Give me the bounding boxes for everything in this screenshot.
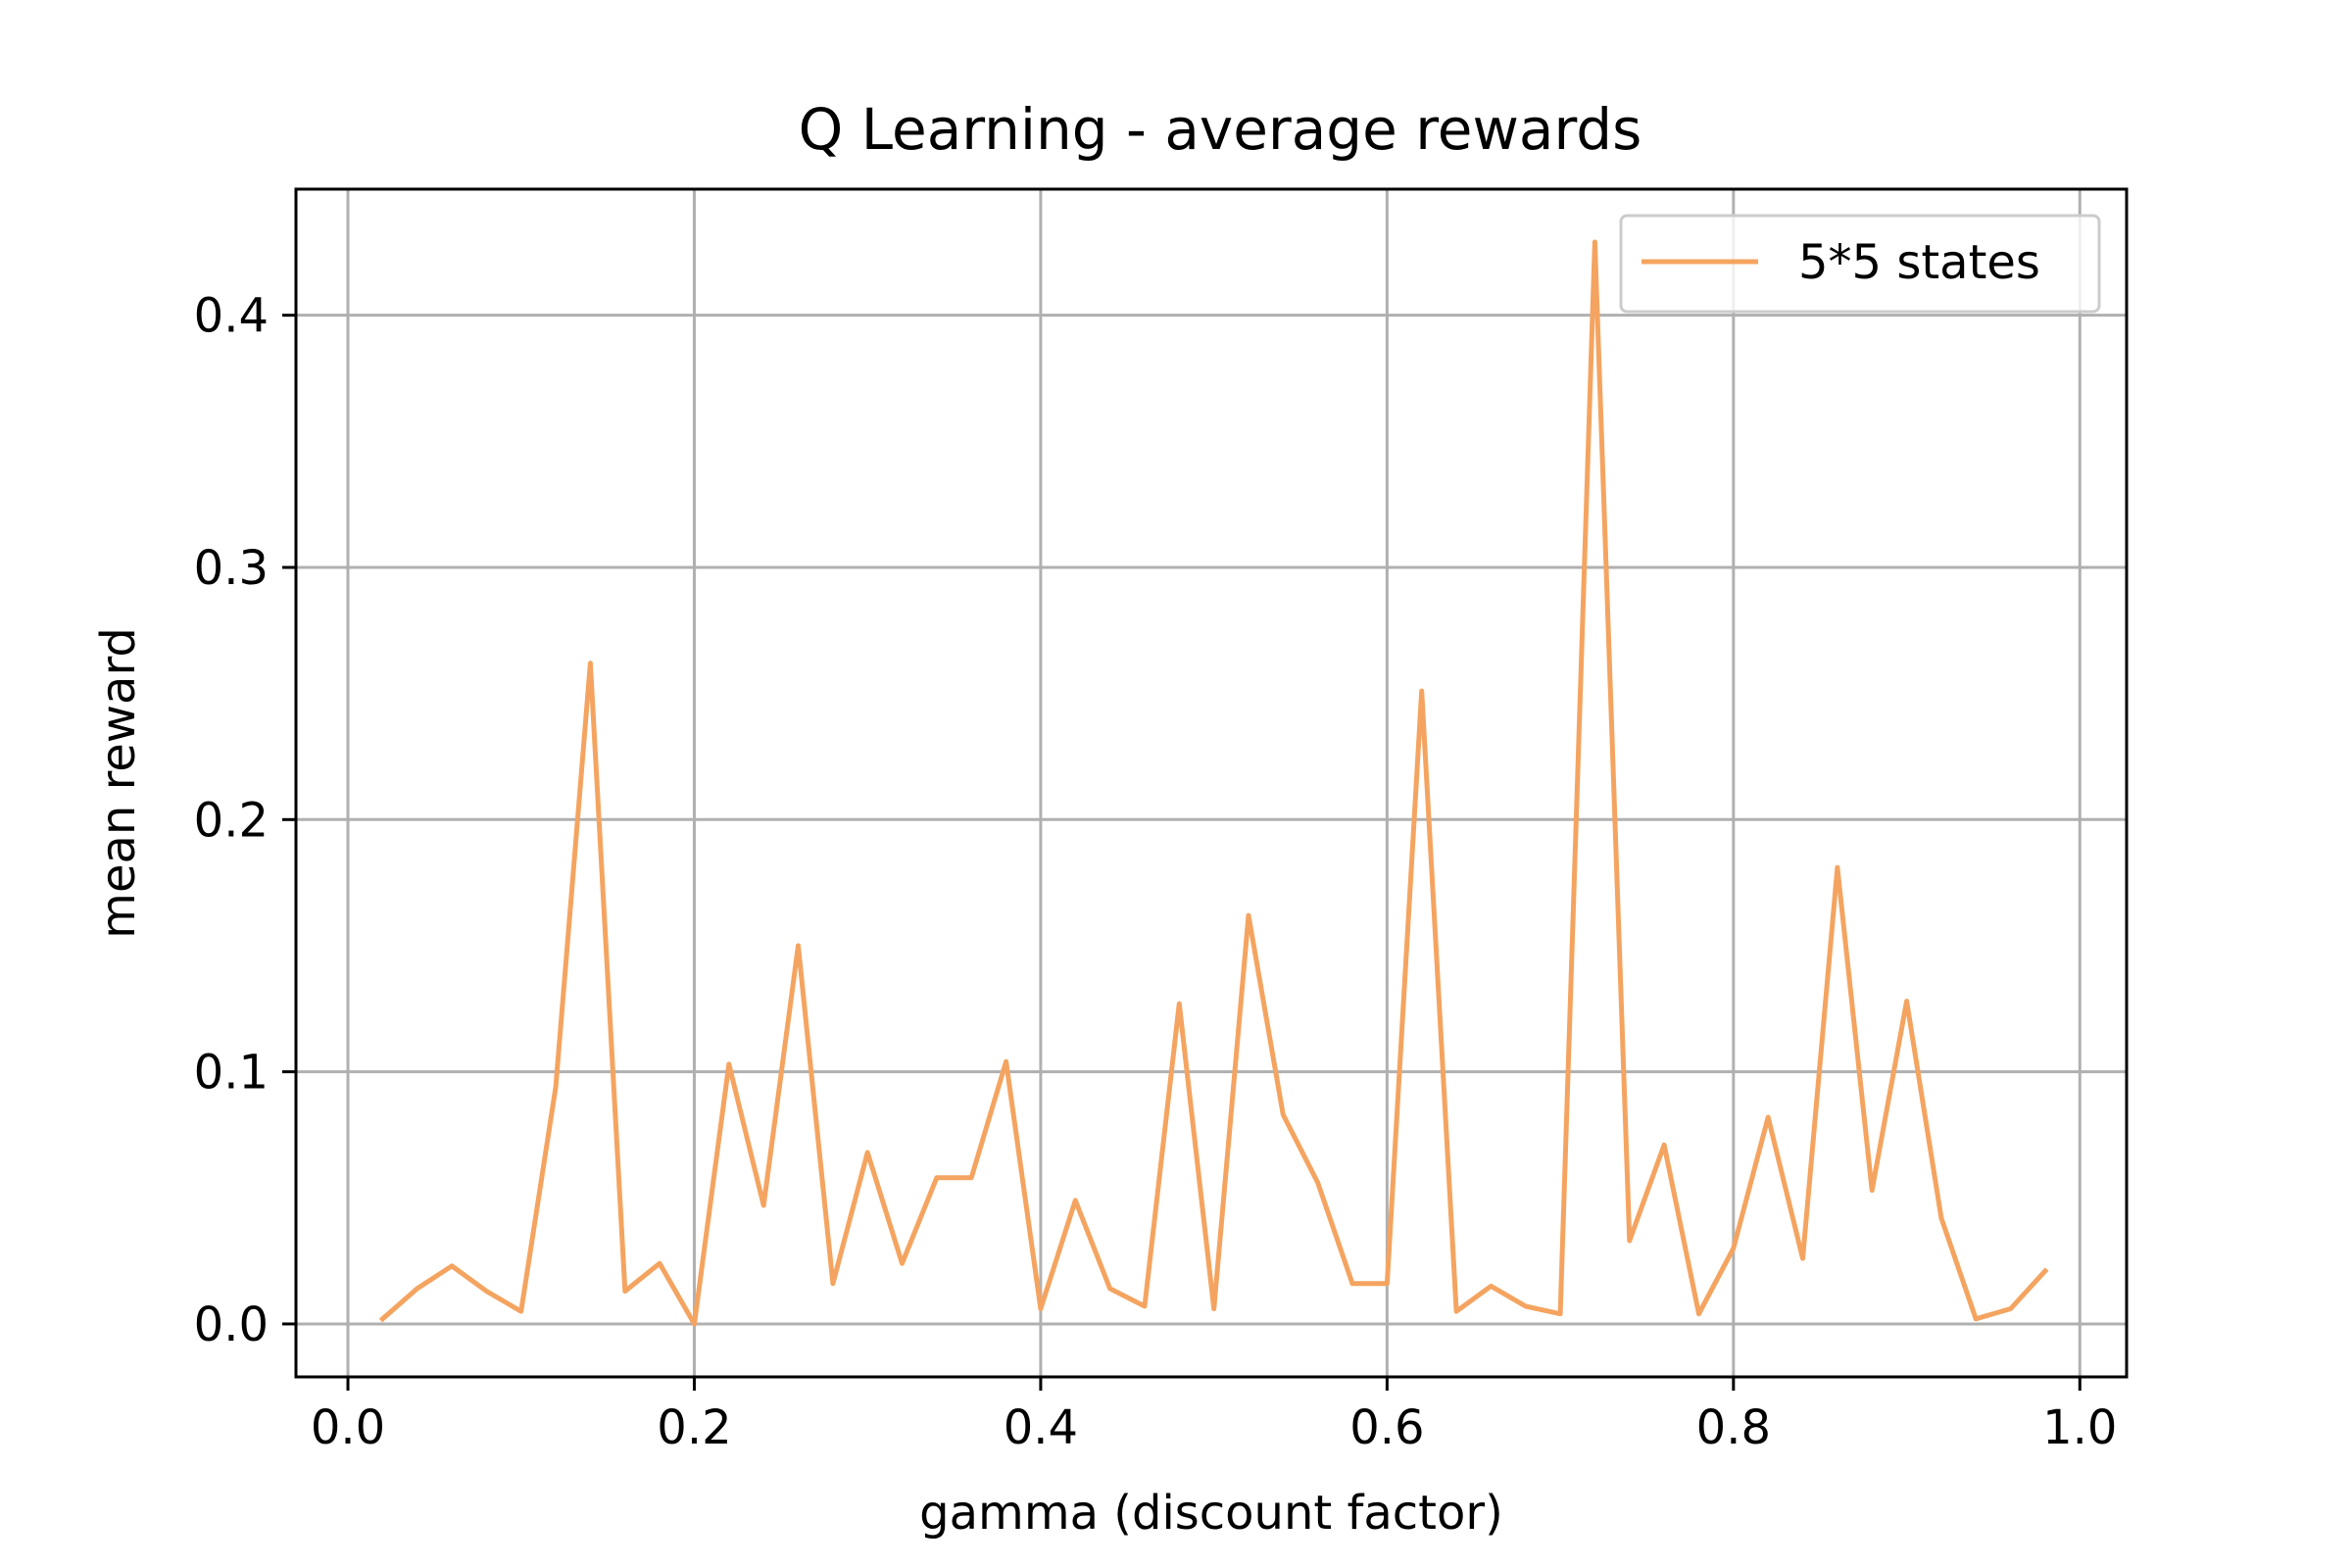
- y-axis-label: mean reward: [91, 627, 146, 939]
- x-tick-label: 0.4: [1004, 1400, 1078, 1455]
- y-axis: 0.0 0.1 0.2 0.3 0.4: [194, 289, 296, 1352]
- y-tick-label: 0.2: [194, 793, 269, 848]
- y-tick-label: 0.4: [194, 289, 269, 344]
- plot-frame: [294, 187, 2129, 1379]
- chart-title: Q Learning - average rewards: [799, 96, 1642, 163]
- legend-box: [1619, 214, 2101, 314]
- x-tick-label: 0.0: [311, 1400, 385, 1455]
- y-tick-label: 0.3: [194, 541, 269, 596]
- x-axis-label: gamma (discount factor): [919, 1486, 1503, 1541]
- y-tick-label: 0.1: [194, 1046, 269, 1101]
- x-tick-label: 0.6: [1349, 1400, 1424, 1455]
- x-tick-label: 0.2: [657, 1400, 731, 1455]
- x-axis: 0.0 0.2 0.4 0.6 0.8 1.0: [311, 1377, 2117, 1455]
- series-line: [378, 239, 2049, 1327]
- x-tick-label: 1.0: [2042, 1400, 2117, 1455]
- y-tick-label: 0.0: [194, 1298, 269, 1352]
- series-layer: [378, 239, 2049, 1327]
- x-tick-label: 0.8: [1696, 1400, 1771, 1455]
- legend-label: 5*5 states: [1798, 235, 2040, 290]
- legend: 5*5 states: [1619, 214, 2101, 314]
